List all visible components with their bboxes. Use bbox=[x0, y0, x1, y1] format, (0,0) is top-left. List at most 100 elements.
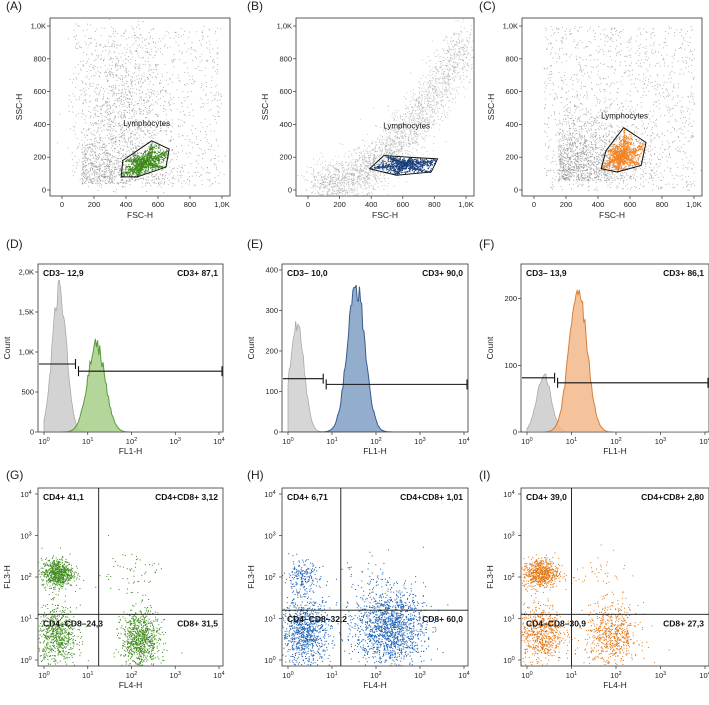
gated-point bbox=[149, 148, 151, 150]
gated-point bbox=[142, 152, 145, 154]
scatter-point bbox=[145, 93, 147, 95]
gated-point bbox=[158, 160, 160, 162]
scatter-point bbox=[94, 106, 96, 108]
scatter-point bbox=[366, 147, 368, 149]
scatter-point bbox=[105, 175, 106, 177]
scatter-point bbox=[454, 61, 456, 63]
scatter-point bbox=[84, 173, 85, 175]
scatter-point bbox=[456, 43, 458, 45]
scatter-point bbox=[164, 45, 165, 47]
scatter-point bbox=[110, 71, 112, 73]
scatter-point bbox=[449, 48, 451, 50]
scatter-point bbox=[318, 183, 320, 185]
scatter-point bbox=[124, 142, 126, 143]
scatter-point bbox=[204, 67, 206, 69]
scatter-point bbox=[98, 94, 100, 96]
scatter-point bbox=[120, 96, 122, 97]
scatter-point bbox=[123, 103, 125, 105]
scatter-point bbox=[338, 193, 340, 195]
scatter-point bbox=[183, 121, 185, 123]
gated-point bbox=[129, 159, 131, 161]
scatter-point bbox=[141, 182, 143, 184]
scatter-point bbox=[110, 107, 112, 109]
scatter-point bbox=[192, 60, 194, 62]
scatter-point bbox=[383, 130, 385, 132]
scatter-point bbox=[78, 113, 79, 114]
scatter-point bbox=[148, 61, 149, 62]
scatter-point bbox=[80, 69, 82, 71]
scatter-point bbox=[87, 157, 89, 159]
scatter-point bbox=[91, 164, 93, 166]
scatter-point bbox=[109, 74, 111, 76]
scatter-point bbox=[90, 151, 92, 153]
scatter-point bbox=[453, 70, 455, 72]
gated-point bbox=[161, 165, 163, 167]
scatter-point bbox=[101, 137, 103, 139]
gated-point bbox=[157, 155, 159, 157]
scatter-point bbox=[124, 134, 125, 136]
scatter-point bbox=[143, 109, 145, 111]
scatter-point bbox=[436, 56, 438, 57]
scatter-point bbox=[384, 164, 386, 166]
scatter-point bbox=[395, 130, 397, 132]
gated-point bbox=[153, 147, 155, 149]
scatter-point bbox=[159, 125, 161, 127]
scatter-point bbox=[363, 150, 364, 152]
gated-point bbox=[143, 166, 145, 168]
scatter-point bbox=[317, 186, 319, 188]
scatter-point bbox=[186, 135, 188, 137]
gated-point bbox=[157, 150, 159, 152]
scatter-point bbox=[149, 132, 150, 134]
scatter-point bbox=[422, 112, 424, 114]
scatter-point bbox=[100, 164, 102, 166]
scatter-point bbox=[216, 27, 218, 29]
scatter-point bbox=[135, 60, 136, 61]
scatter-point bbox=[90, 180, 92, 181]
scatter-point bbox=[332, 181, 334, 182]
scatter-point bbox=[402, 138, 404, 139]
gated-point bbox=[134, 169, 136, 171]
scatter-point bbox=[158, 98, 159, 100]
scatter-point bbox=[186, 97, 188, 99]
scatter-point bbox=[355, 159, 356, 161]
gated-point bbox=[155, 157, 158, 160]
gated-point bbox=[135, 164, 137, 166]
scatter-point bbox=[323, 183, 324, 185]
scatter-point bbox=[135, 121, 137, 123]
scatter-point bbox=[96, 54, 98, 56]
scatter-point bbox=[105, 158, 107, 160]
scatter-point bbox=[126, 180, 128, 182]
scatter-point bbox=[414, 140, 416, 142]
scatter-point bbox=[180, 28, 182, 30]
scatter-point bbox=[113, 92, 115, 94]
scatter-point bbox=[159, 161, 160, 163]
gated-point bbox=[135, 158, 137, 161]
scatter-point bbox=[94, 175, 95, 177]
scatter-point bbox=[402, 113, 404, 115]
gated-point bbox=[157, 167, 159, 169]
scatter-point bbox=[181, 150, 183, 152]
scatter-point bbox=[330, 176, 332, 178]
gated-point bbox=[143, 173, 145, 175]
scatter-point bbox=[411, 112, 413, 114]
scatter-point bbox=[88, 176, 90, 178]
scatter-point bbox=[100, 113, 101, 114]
scatter-point bbox=[367, 152, 369, 154]
scatter-point bbox=[216, 122, 217, 124]
scatter-point bbox=[139, 113, 141, 115]
scatter-point bbox=[164, 182, 166, 184]
scatter-point bbox=[207, 171, 209, 173]
scatter-point bbox=[364, 177, 366, 179]
scatter-point bbox=[391, 150, 393, 152]
scatter-point bbox=[108, 181, 110, 183]
scatter-point bbox=[205, 172, 207, 174]
scatter-point bbox=[202, 106, 204, 108]
scatter-point bbox=[194, 49, 196, 51]
scatter-point bbox=[457, 42, 459, 44]
scatter-point bbox=[311, 192, 313, 194]
scatter-point bbox=[370, 171, 372, 172]
scatter-point bbox=[119, 176, 121, 178]
scatter-point bbox=[357, 146, 359, 148]
scatter-point bbox=[359, 146, 361, 148]
scatter-point bbox=[421, 94, 423, 96]
